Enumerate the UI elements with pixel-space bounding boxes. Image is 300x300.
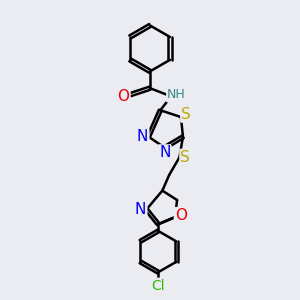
Text: NH: NH [167,88,186,101]
Text: Cl: Cl [152,279,165,293]
Text: S: S [181,150,190,165]
Text: O: O [175,208,187,223]
Text: N: N [159,146,170,160]
Text: N: N [137,129,148,144]
Text: S: S [181,106,191,122]
Text: O: O [118,89,130,104]
Text: N: N [135,202,146,217]
